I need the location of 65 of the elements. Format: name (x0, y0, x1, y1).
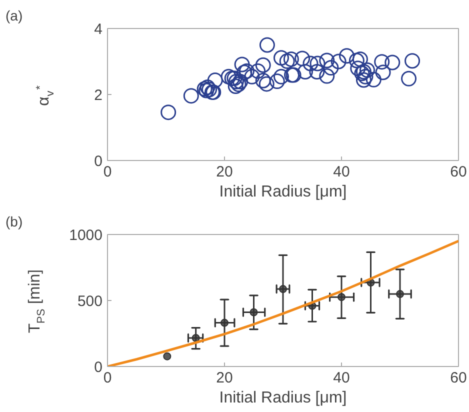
point (273, 50, 289, 66)
point (374, 54, 390, 70)
point (279, 285, 287, 294)
point (163, 352, 172, 360)
point (323, 60, 339, 76)
x-tick-label: 60 (450, 164, 467, 180)
point (283, 51, 299, 67)
point (258, 76, 274, 92)
point (302, 56, 318, 72)
y-tick-label: 500 (77, 293, 103, 310)
point (269, 74, 285, 90)
point (350, 60, 366, 76)
x-axis-title: Initial Radius [μm] (219, 184, 347, 200)
point (220, 318, 228, 327)
x-tick-label: 40 (333, 164, 350, 180)
point (319, 68, 335, 84)
point (339, 48, 355, 64)
point (228, 74, 244, 90)
point (250, 308, 258, 316)
x-tick-label: 20 (216, 370, 233, 386)
point (255, 72, 271, 88)
y-axis-title: TPS [min] (26, 269, 48, 334)
y-axis-title: αv* (34, 84, 56, 106)
point (273, 68, 289, 84)
point (338, 293, 346, 302)
point (255, 57, 271, 73)
point (220, 68, 236, 84)
point (160, 104, 176, 120)
point (359, 62, 375, 78)
point (294, 50, 310, 66)
point (279, 53, 295, 69)
point (244, 68, 260, 84)
y-tick-label: 0 (94, 153, 102, 170)
y-tick-label: 4 (94, 21, 102, 38)
point (309, 64, 325, 80)
point (396, 290, 404, 298)
x-axis-title: Initial Radius [μm] (219, 390, 347, 406)
x-tick-label: 60 (450, 370, 467, 386)
point (375, 64, 391, 80)
point (352, 51, 368, 67)
point (404, 53, 420, 69)
point (366, 72, 382, 88)
point (183, 88, 199, 104)
y-tick-label: 2 (94, 87, 102, 104)
y-tick-label: 0 (94, 359, 102, 376)
point (330, 54, 346, 70)
point (319, 52, 335, 68)
point (356, 72, 372, 88)
point (401, 70, 417, 86)
y-tick-label: 1000 (69, 227, 103, 244)
point (207, 72, 223, 88)
point (358, 68, 374, 84)
point (384, 54, 400, 70)
point (234, 56, 250, 72)
point (297, 64, 313, 80)
point (259, 37, 275, 53)
point (250, 63, 266, 79)
chart-title: (b) (6, 214, 23, 230)
x-tick-label: 20 (216, 164, 233, 180)
point (192, 334, 200, 342)
x-tick-label: 40 (333, 370, 350, 386)
point (228, 78, 244, 94)
point (348, 52, 364, 68)
point (310, 56, 326, 72)
chart-title: (a) (6, 8, 23, 24)
